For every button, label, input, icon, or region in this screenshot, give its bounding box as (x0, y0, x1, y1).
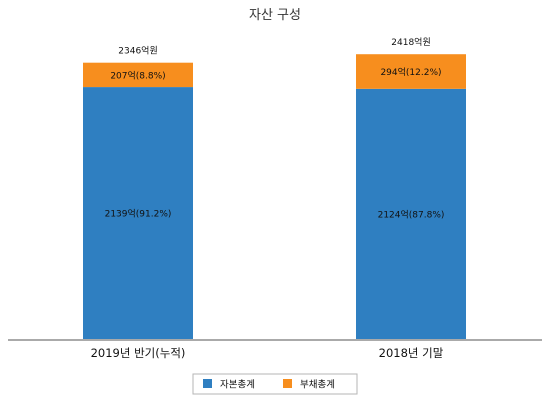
bar-segment-capital-2 (356, 88, 466, 339)
plot-area: 2139억(91.2%) 207억(8.8%) 2346억원 2124억(87.8%)… (83, 36, 466, 339)
legend-swatch-capital (203, 379, 212, 388)
x-axis-ticks: 2019년 반기(누적) 2018년 기말 (91, 346, 444, 360)
legend-label-capital: 자본총계 (220, 379, 255, 391)
bar-segment-liabilities-2 (356, 54, 466, 89)
total-label-1: 2346억원 (118, 45, 157, 57)
legend-swatch-liabilities (283, 379, 292, 388)
legend-box (192, 373, 358, 395)
chart-title: 자산 구성 (249, 8, 301, 23)
x-tick-label-1: 2019년 반기(누적) (91, 346, 186, 360)
data-label-liabilities-2: 294억(12.2%) (380, 66, 441, 78)
x-tick-label-2: 2018년 기말 (379, 346, 444, 360)
legend: 자본총계 부채총계 (192, 373, 358, 395)
bar-segment-liabilities-1 (83, 62, 193, 88)
data-label-capital-1: 2139억(91.2%) (105, 208, 172, 220)
total-label-2: 2418억원 (391, 36, 430, 48)
data-label-capital-2: 2124억(87.8%) (378, 208, 445, 220)
data-label-liabilities-1: 207억(8.8%) (110, 69, 165, 81)
legend-label-liabilities: 부채총계 (300, 379, 335, 391)
bar-segment-capital-1 (83, 87, 193, 339)
